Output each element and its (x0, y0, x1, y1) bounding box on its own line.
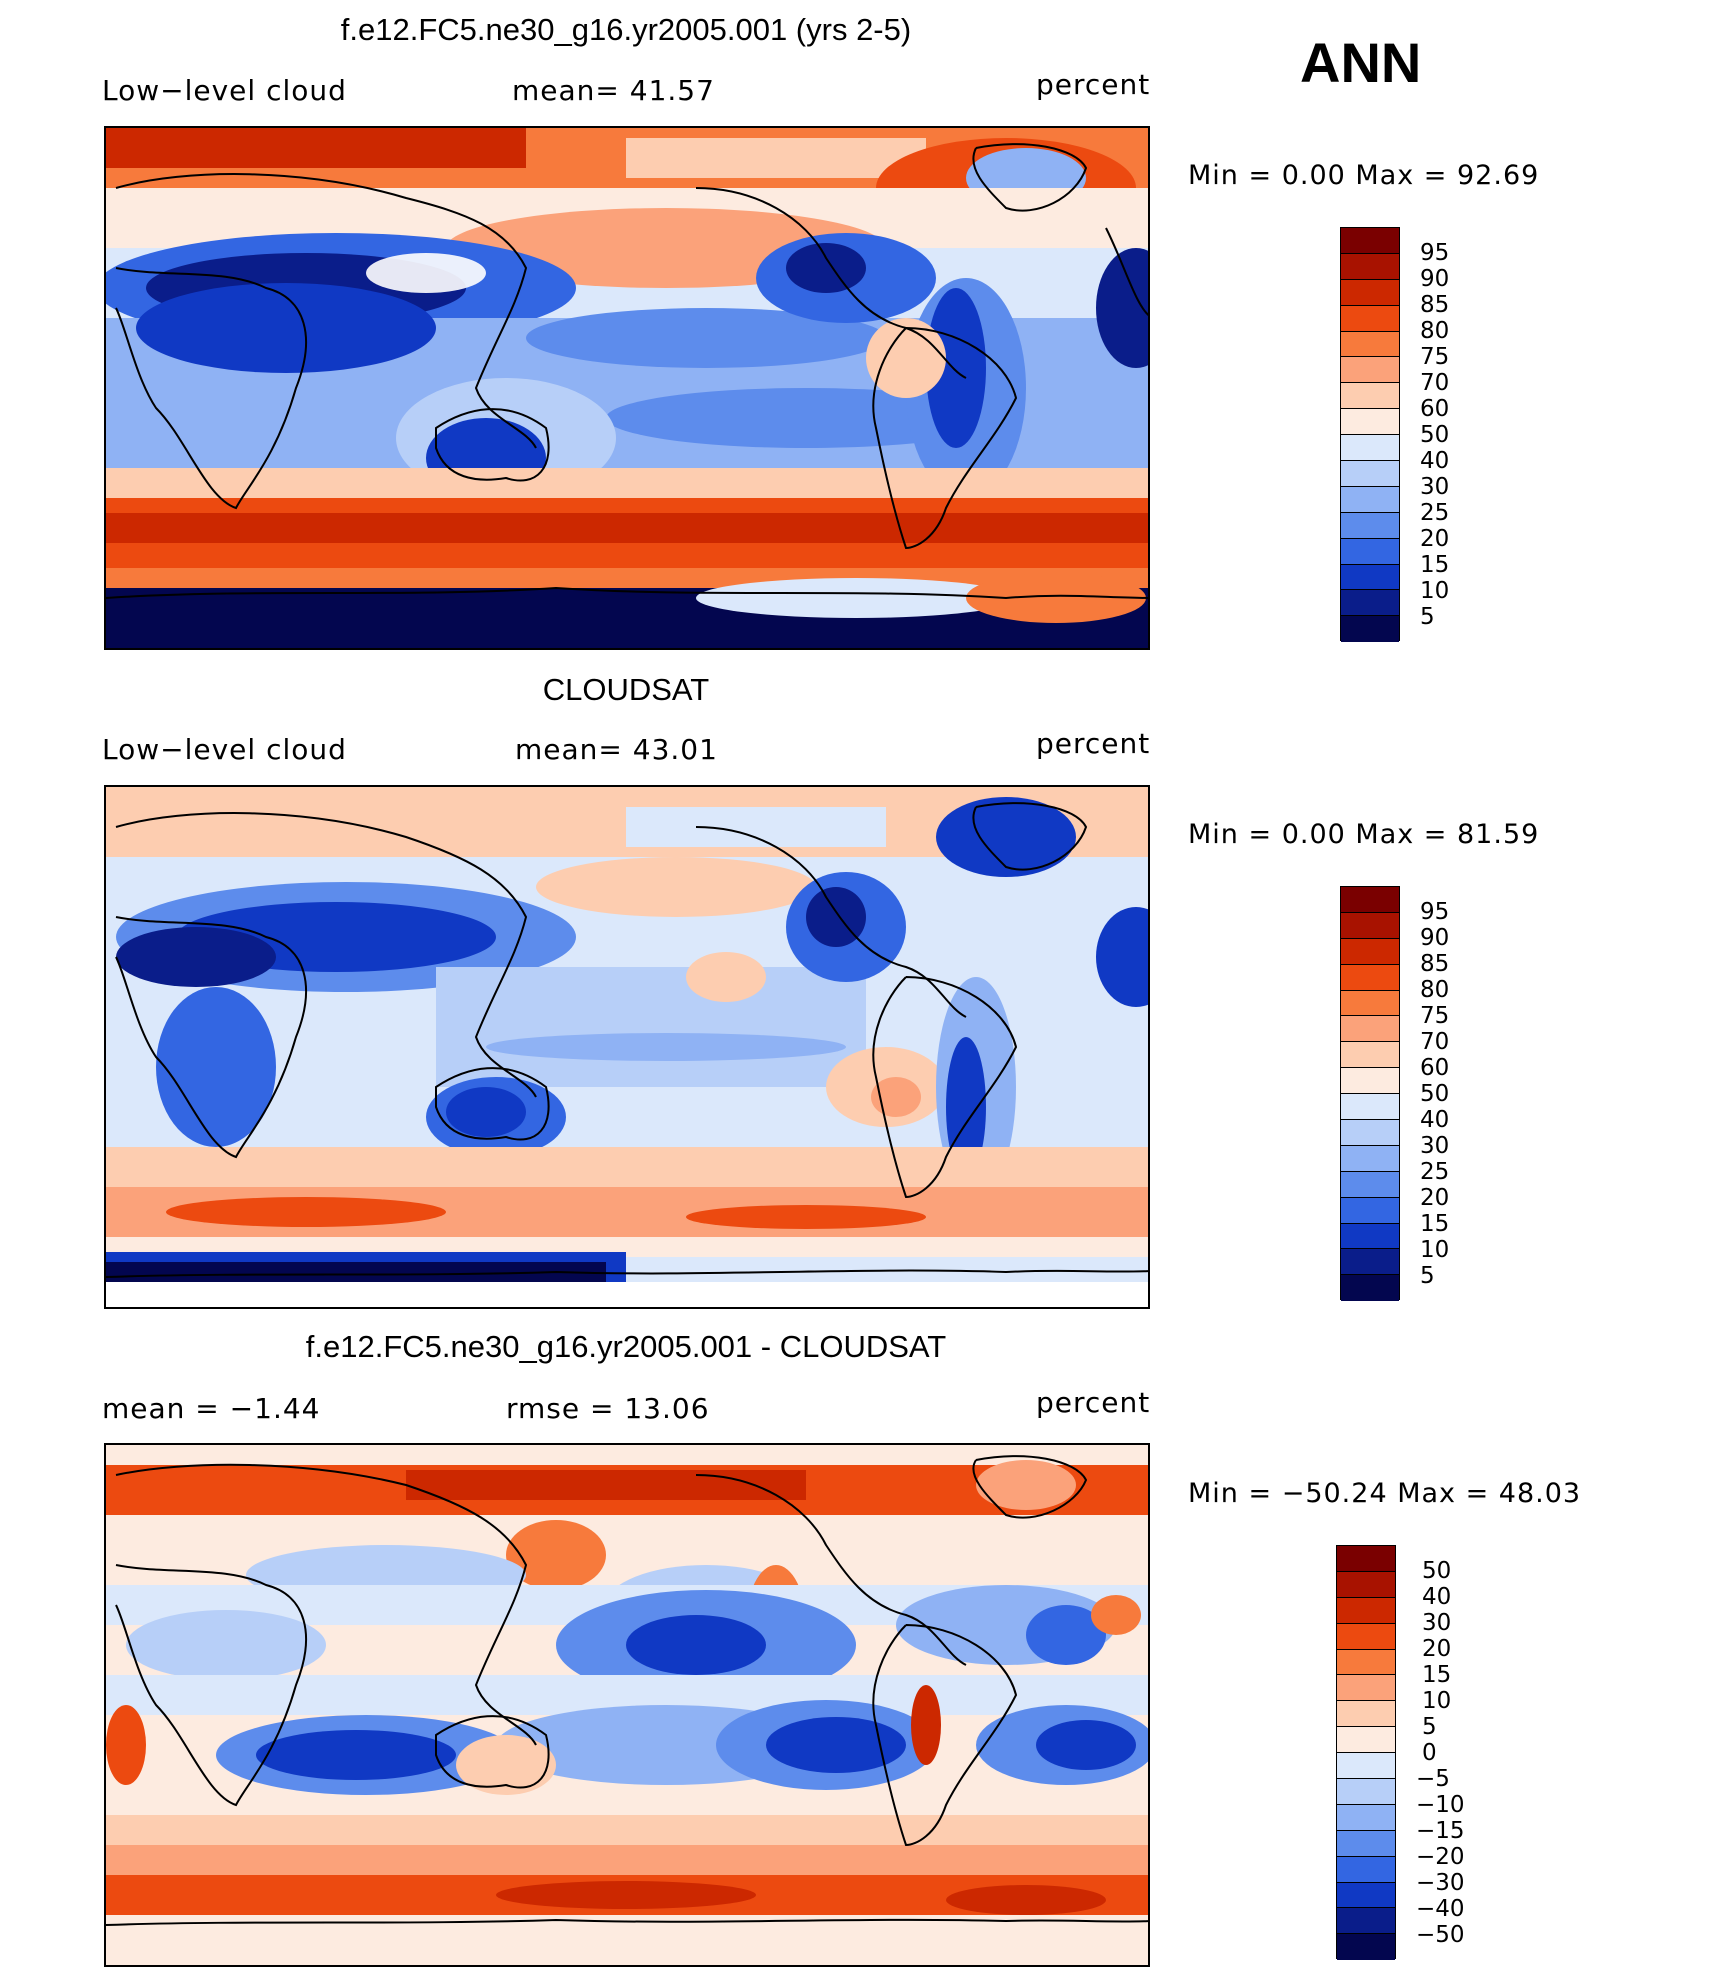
panel3-cbar-label: 30 (1422, 1610, 1452, 1636)
panel2-cbar-label: 60 (1420, 1055, 1450, 1081)
panel2-cbar-label: 95 (1420, 899, 1450, 925)
panel1-minmax: Min = 0.00 Max = 92.69 (1188, 160, 1540, 191)
panel3-cbar-label: −50 (1416, 1922, 1465, 1948)
panel3-minmax: Min = −50.24 Max = 48.03 (1188, 1478, 1582, 1509)
panel1-cbar-label: 50 (1420, 422, 1450, 448)
panel3-map-svg (106, 1445, 1148, 1965)
panel3-cbar-label: 50 (1422, 1558, 1452, 1584)
panel3-cbar-label: −10 (1416, 1792, 1465, 1818)
panel2-title: CLOUDSAT (542, 672, 710, 707)
panel2-cbar-label: 25 (1420, 1159, 1450, 1185)
panel3-title: f.e12.FC5.ne30_g16.yr2005.001 - CLOUDSAT (305, 1329, 947, 1364)
panel1-units-label: percent (1036, 68, 1151, 101)
panel2-cbar-label: 15 (1420, 1211, 1450, 1237)
panel2-cbar-label: 80 (1420, 977, 1450, 1003)
panel2-cbar-label: 70 (1420, 1029, 1450, 1055)
panel1-map (104, 126, 1150, 650)
panel2-units-label: percent (1036, 727, 1151, 760)
panel3-cbar-label: 10 (1422, 1688, 1452, 1714)
panel1-cbar-label: 85 (1420, 292, 1450, 318)
panel3-cbar-label: −5 (1416, 1766, 1450, 1792)
season-label: ANN (1300, 31, 1422, 94)
panel3-cbar-label: 15 (1422, 1662, 1452, 1688)
panel2-cbar-label: 50 (1420, 1081, 1450, 1107)
panel1-variable-label: Low−level cloud (102, 74, 347, 107)
panel2-cbar-label: 85 (1420, 951, 1450, 977)
panel2-cbar-label: 90 (1420, 925, 1450, 951)
panel1-cbar-label: 75 (1420, 344, 1450, 370)
panel2-variable-label: Low−level cloud (102, 733, 347, 766)
panel1-cbar-label: 30 (1420, 474, 1450, 500)
panel3-map (104, 1443, 1150, 1967)
panel3-rmse-label: rmse = 13.06 (506, 1392, 710, 1425)
panel1-mean-label: mean= 41.57 (512, 74, 715, 107)
panel3-cbar-label: 20 (1422, 1636, 1452, 1662)
panel3-cbar-label: −15 (1416, 1818, 1465, 1844)
panel2-cbar-label: 10 (1420, 1237, 1450, 1263)
panel2-mean-label: mean= 43.01 (515, 733, 718, 766)
panel2-cbar-label: 30 (1420, 1133, 1450, 1159)
panel3-cbar-label: −20 (1416, 1844, 1465, 1870)
panel2-cbar-label: 75 (1420, 1003, 1450, 1029)
panel3-cbar-label: 0 (1422, 1740, 1437, 1766)
panel1-cbar-label: 20 (1420, 526, 1450, 552)
panel1-cbar-label: 15 (1420, 552, 1450, 578)
panel3-mean-label: mean = −1.44 (102, 1392, 321, 1425)
panel3-cbar-label: −40 (1416, 1896, 1465, 1922)
panel1-cbar-label: 25 (1420, 500, 1450, 526)
panel3-units-label: percent (1036, 1386, 1151, 1419)
panel1-cbar-label: 60 (1420, 396, 1450, 422)
panel2-cbar-label: 20 (1420, 1185, 1450, 1211)
panel1-map-svg (106, 128, 1148, 648)
panel2-map (104, 785, 1150, 1309)
panel1-cbar-label: 95 (1420, 240, 1450, 266)
panel3-cbar-label: 5 (1422, 1714, 1437, 1740)
panel3-cbar-label: 40 (1422, 1584, 1452, 1610)
panel2-cbar-label: 40 (1420, 1107, 1450, 1133)
panel1-cbar-label: 90 (1420, 266, 1450, 292)
panel2-map-svg (106, 787, 1148, 1307)
panel1-title: f.e12.FC5.ne30_g16.yr2005.001 (yrs 2-5) (340, 12, 912, 47)
panel3-cbar-label: −30 (1416, 1870, 1465, 1896)
panel2-minmax: Min = 0.00 Max = 81.59 (1188, 819, 1540, 850)
panel1-cbar-label: 5 (1420, 604, 1435, 630)
panel1-cbar-label: 40 (1420, 448, 1450, 474)
panel2-cbar-label: 5 (1420, 1263, 1435, 1289)
panel1-cbar-label: 70 (1420, 370, 1450, 396)
panel1-cbar-label: 10 (1420, 578, 1450, 604)
panel1-cbar-label: 80 (1420, 318, 1450, 344)
